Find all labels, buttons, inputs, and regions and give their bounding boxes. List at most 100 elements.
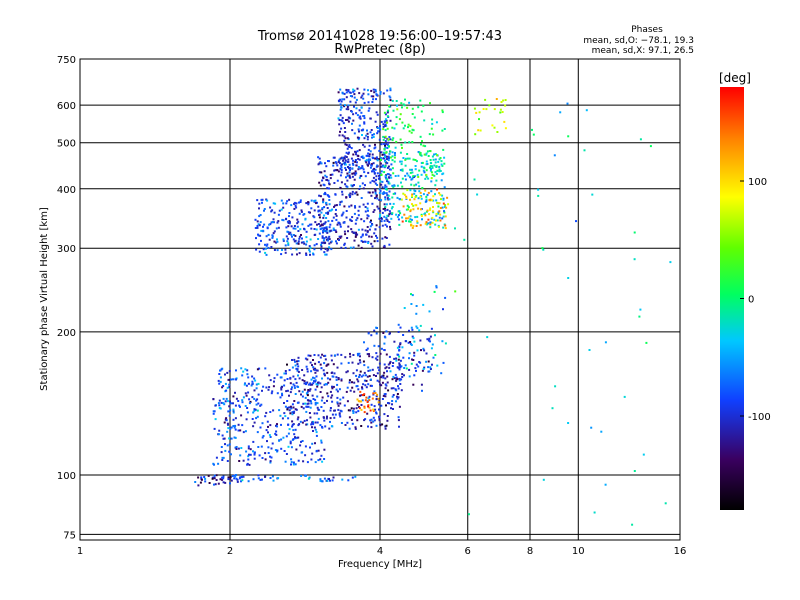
echo-point xyxy=(353,232,356,234)
echo-point xyxy=(259,221,262,224)
echo-point xyxy=(386,370,388,373)
echo-point xyxy=(222,456,225,459)
echo-point xyxy=(360,156,363,158)
echo-point xyxy=(260,229,263,232)
echo-point xyxy=(261,436,264,439)
echo-point xyxy=(245,394,248,397)
echo-point xyxy=(352,410,355,412)
echo-point xyxy=(375,94,378,96)
echo-point xyxy=(292,429,295,432)
echo-point xyxy=(354,206,357,209)
echo-point xyxy=(423,167,426,170)
echo-point xyxy=(409,208,412,211)
echo-point xyxy=(244,392,247,395)
echo-point xyxy=(593,511,596,514)
echo-point xyxy=(314,461,317,464)
echo-point xyxy=(398,198,401,201)
echo-point xyxy=(365,233,368,236)
echo-point xyxy=(418,185,421,188)
echo-point xyxy=(354,427,357,430)
echo-point xyxy=(443,211,446,214)
echo-point xyxy=(401,177,404,180)
echo-point xyxy=(253,452,256,455)
echo-point xyxy=(317,408,320,411)
echo-point xyxy=(367,425,369,428)
echo-point xyxy=(353,381,356,384)
echo-point xyxy=(258,202,261,205)
echo-point xyxy=(240,447,243,449)
echo-point xyxy=(336,164,339,167)
echo-point xyxy=(377,207,380,210)
echo-point xyxy=(380,158,382,161)
echo-point xyxy=(286,363,288,366)
echo-point xyxy=(385,353,388,356)
echo-point xyxy=(303,388,306,391)
echo-point xyxy=(317,205,320,208)
echo-point xyxy=(328,478,330,480)
echo-point xyxy=(221,386,224,389)
echo-point xyxy=(390,387,393,390)
echo-point xyxy=(320,241,323,244)
echo-point xyxy=(352,119,355,122)
echo-point xyxy=(376,327,378,329)
echo-point xyxy=(385,424,388,427)
echo-point xyxy=(379,165,382,168)
echo-point xyxy=(283,402,285,404)
echo-point xyxy=(347,90,350,93)
echo-point xyxy=(226,400,229,403)
echo-point xyxy=(277,477,280,480)
echo-point xyxy=(295,242,298,245)
echo-point xyxy=(326,479,329,482)
echo-point xyxy=(345,216,348,219)
echo-point xyxy=(358,375,361,378)
echo-point xyxy=(313,199,316,202)
echo-point xyxy=(366,353,369,356)
y-tick-label: 600 xyxy=(57,101,76,112)
echo-point xyxy=(374,179,377,182)
echo-point xyxy=(309,253,311,256)
echo-point xyxy=(298,201,300,204)
echo-point xyxy=(439,219,442,222)
echo-point xyxy=(275,227,278,230)
x-tick-label: 6 xyxy=(465,546,471,557)
echo-point xyxy=(424,214,427,217)
echo-point xyxy=(322,231,324,234)
echo-point xyxy=(279,414,282,417)
echo-point xyxy=(495,98,498,100)
echo-point xyxy=(387,155,390,158)
echo-point xyxy=(286,237,289,240)
echo-point xyxy=(326,178,329,181)
echo-point xyxy=(226,386,229,389)
echo-point xyxy=(339,223,342,226)
echo-point xyxy=(435,121,438,124)
echo-point xyxy=(271,236,274,239)
echo-point xyxy=(443,210,445,213)
echo-point xyxy=(348,144,351,147)
echo-point xyxy=(234,424,237,427)
echo-point xyxy=(351,381,353,384)
echo-point xyxy=(420,215,423,217)
echo-point xyxy=(334,213,337,215)
echo-point xyxy=(355,369,358,372)
echo-point xyxy=(433,218,436,221)
echo-point xyxy=(229,400,231,403)
echo-point xyxy=(270,447,273,450)
echo-point xyxy=(432,158,435,161)
echo-point xyxy=(484,98,487,101)
echo-point xyxy=(258,215,261,218)
echo-point xyxy=(246,462,249,465)
echo-point xyxy=(231,475,234,477)
echo-point xyxy=(384,165,387,168)
echo-point xyxy=(352,407,355,410)
echo-point xyxy=(204,477,207,480)
echo-point xyxy=(299,199,302,202)
echo-point xyxy=(263,208,266,210)
echo-point xyxy=(329,479,331,482)
echo-point xyxy=(378,380,381,383)
echo-point xyxy=(387,363,390,366)
echo-point xyxy=(220,368,223,371)
echo-point xyxy=(291,423,294,426)
echo-point xyxy=(319,424,322,427)
echo-point xyxy=(375,158,378,161)
